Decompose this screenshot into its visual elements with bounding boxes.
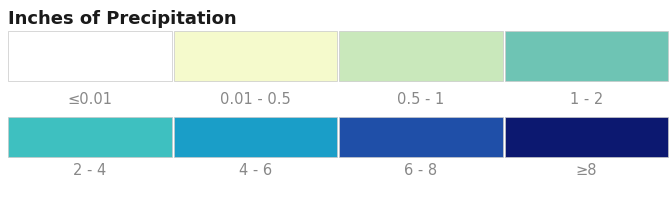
Bar [173, 117, 337, 157]
Bar [339, 32, 503, 82]
Bar [339, 117, 503, 157]
Text: 4 - 6: 4 - 6 [239, 162, 271, 177]
Bar [505, 32, 668, 82]
Bar [8, 32, 171, 82]
Text: 0.5 - 1: 0.5 - 1 [397, 92, 444, 106]
Text: ≤0.01: ≤0.01 [67, 92, 112, 106]
Bar [173, 32, 337, 82]
Text: ≥8: ≥8 [575, 162, 597, 177]
Text: 1 - 2: 1 - 2 [570, 92, 603, 106]
Text: Inches of Precipitation: Inches of Precipitation [8, 10, 237, 28]
Text: 2 - 4: 2 - 4 [73, 162, 106, 177]
Bar [505, 117, 668, 157]
Bar [8, 117, 171, 157]
Text: 0.01 - 0.5: 0.01 - 0.5 [220, 92, 290, 106]
Text: 6 - 8: 6 - 8 [404, 162, 437, 177]
